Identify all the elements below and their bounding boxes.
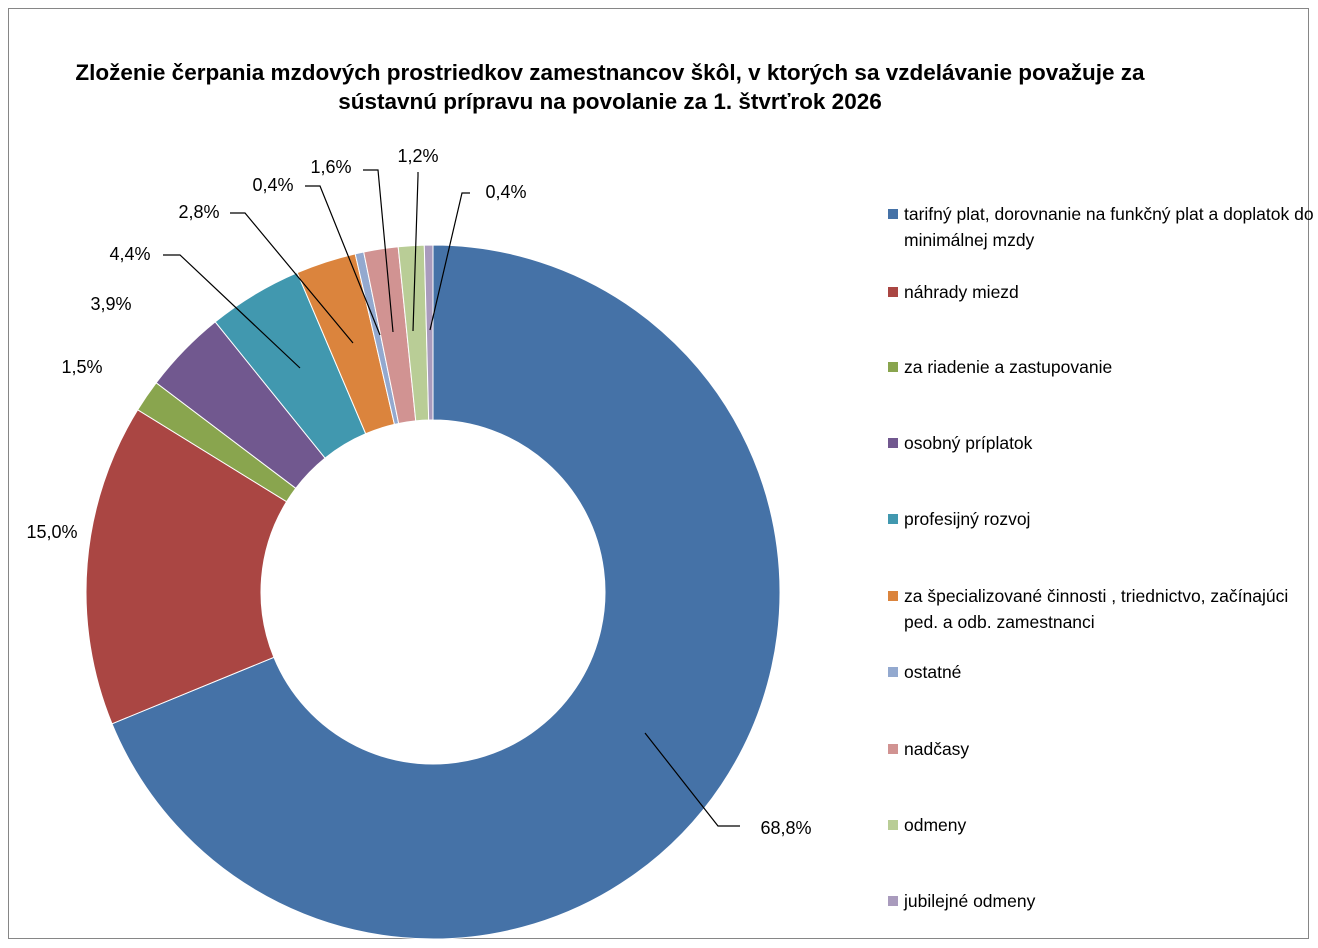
- chart-frame: [8, 8, 1309, 939]
- legend-swatch: [888, 896, 898, 906]
- data-label: 15,0%: [26, 522, 77, 542]
- leader-line: [305, 185, 381, 336]
- legend-swatch: [888, 209, 898, 219]
- legend-entry: jubilejné odmeny: [904, 891, 1036, 911]
- legend-entry: ostatné: [904, 662, 962, 682]
- legend-swatch: [888, 514, 898, 524]
- donut-slice: [85, 409, 288, 725]
- data-label: 0,4%: [252, 175, 293, 195]
- legend-entry: náhrady miezd: [904, 282, 1019, 302]
- legend-swatch: [888, 744, 898, 754]
- legend-entry: za riadenie a zastupovanie: [904, 357, 1113, 377]
- donut-slice: [111, 244, 781, 940]
- data-label: 1,6%: [310, 157, 351, 177]
- data-label: 68,8%: [760, 818, 811, 838]
- legend-swatch: [888, 820, 898, 830]
- legend-swatch: [888, 362, 898, 372]
- data-label: 1,5%: [61, 357, 102, 377]
- legend-entry: tarifný plat, dorovnanie na funkčný plat…: [904, 204, 1314, 250]
- data-label: 0,4%: [485, 182, 526, 202]
- legend-entry: profesijný rozvoj: [904, 509, 1031, 529]
- legend-swatch: [888, 438, 898, 448]
- leader-line: [230, 212, 354, 344]
- legend-swatch: [888, 591, 898, 601]
- legend-swatch: [888, 287, 898, 297]
- legend-entry: osobný príplatok: [904, 433, 1033, 453]
- leader-line: [644, 732, 740, 827]
- legend-entry: odmeny: [904, 815, 967, 835]
- legend-swatch: [888, 667, 898, 677]
- leader-line: [412, 172, 419, 332]
- leader-line: [163, 254, 301, 369]
- data-label: 3,9%: [90, 294, 131, 314]
- data-label: 4,4%: [109, 244, 150, 264]
- data-label: 2,8%: [178, 202, 219, 222]
- chart-title: Zloženie čerpania mzdových prostriedkov …: [75, 60, 1145, 114]
- leader-line: [363, 169, 394, 333]
- data-label: 1,2%: [397, 146, 438, 166]
- legend-entry: nadčasy: [904, 739, 970, 759]
- leader-line: [429, 192, 470, 331]
- legend-entry: za špecializované činnosti , triednictvo…: [904, 586, 1289, 632]
- donut-slice: [423, 244, 434, 421]
